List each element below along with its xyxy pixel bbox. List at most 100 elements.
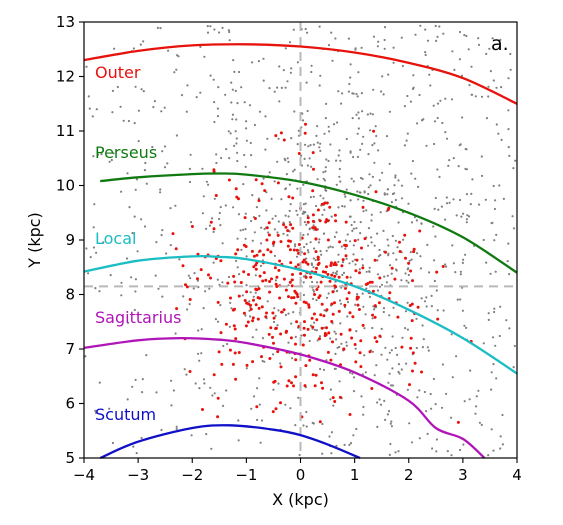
- red-point: [234, 252, 238, 256]
- red-point: [290, 381, 293, 385]
- gray-point: [252, 295, 255, 298]
- gray-point: [401, 336, 404, 339]
- red-point: [185, 285, 189, 289]
- gray-point: [355, 113, 358, 116]
- gray-point: [325, 249, 328, 252]
- gray-point: [300, 154, 303, 157]
- gray-point: [339, 180, 342, 183]
- gray-point: [400, 36, 403, 39]
- gray-point: [391, 367, 394, 370]
- gray-point: [232, 59, 235, 62]
- gray-point: [292, 311, 295, 314]
- red-point: [309, 275, 313, 279]
- gray-point: [235, 137, 238, 140]
- gray-point: [451, 244, 454, 247]
- gray-point: [127, 321, 130, 324]
- red-point: [325, 326, 328, 330]
- gray-point: [274, 214, 277, 218]
- gray-point: [338, 380, 341, 383]
- gray-point: [229, 301, 232, 304]
- gray-point: [286, 80, 289, 83]
- gray-point: [180, 94, 184, 97]
- gray-point: [273, 180, 276, 183]
- gray-point: [327, 159, 330, 163]
- red-point: [287, 239, 291, 243]
- gray-point: [404, 327, 407, 330]
- gray-point: [108, 407, 111, 410]
- gray-point: [338, 299, 342, 302]
- gray-point: [421, 346, 424, 349]
- gray-point: [459, 273, 462, 276]
- gray-point: [141, 378, 144, 381]
- gray-point: [202, 378, 206, 381]
- gray-point: [301, 119, 305, 122]
- sagittarius-arm-curve: [83, 336, 486, 459]
- red-point: [409, 336, 413, 340]
- gray-point: [507, 242, 510, 245]
- red-point: [320, 381, 323, 385]
- gray-point: [175, 427, 178, 430]
- red-point: [359, 339, 363, 343]
- gray-point: [203, 382, 206, 385]
- gray-point: [190, 221, 193, 224]
- gray-point: [491, 336, 495, 339]
- gray-point: [231, 88, 234, 91]
- gray-point: [337, 90, 340, 93]
- gray-point: [304, 143, 307, 146]
- gray-point: [264, 115, 267, 118]
- red-point: [345, 297, 349, 301]
- gray-point: [186, 84, 189, 87]
- gray-point: [372, 88, 375, 91]
- gray-point: [338, 149, 341, 152]
- gray-point: [338, 345, 341, 349]
- gray-point: [322, 197, 325, 200]
- gray-point: [446, 202, 449, 205]
- gray-point: [367, 192, 370, 196]
- y-tick-label: 9: [65, 231, 75, 249]
- gray-point: [268, 171, 271, 174]
- gray-point: [460, 215, 463, 218]
- red-point: [331, 396, 335, 400]
- gray-point: [421, 324, 424, 327]
- red-point: [311, 189, 315, 193]
- red-point: [311, 325, 315, 329]
- gray-point: [313, 328, 317, 331]
- gray-point: [487, 85, 490, 88]
- gray-point: [435, 438, 438, 441]
- red-point: [354, 269, 358, 273]
- gray-point: [384, 418, 387, 421]
- red-point: [250, 249, 254, 253]
- gray-point: [334, 37, 337, 40]
- gray-point: [386, 238, 389, 241]
- gray-point: [372, 35, 376, 38]
- red-point: [236, 248, 240, 252]
- red-point: [297, 243, 301, 246]
- gray-point: [170, 404, 173, 407]
- gray-point: [313, 247, 316, 250]
- red-point: [242, 243, 246, 247]
- gray-point: [273, 307, 276, 310]
- gray-point: [319, 74, 322, 77]
- gray-point: [458, 30, 462, 34]
- gray-point: [244, 237, 247, 240]
- gray-point: [359, 221, 362, 224]
- gray-point: [330, 31, 333, 34]
- gray-point: [356, 132, 359, 135]
- gray-point: [192, 287, 195, 290]
- red-point: [329, 261, 333, 265]
- gray-point: [303, 245, 306, 249]
- red-point: [325, 201, 329, 205]
- y-tick-label: 7: [65, 340, 75, 358]
- gray-point: [325, 158, 328, 161]
- gray-point: [245, 139, 248, 142]
- gray-point: [466, 214, 469, 217]
- red-point: [373, 304, 377, 308]
- y-tick-label: 13: [56, 13, 75, 31]
- y-tick-label: 5: [65, 449, 75, 467]
- gray-point: [306, 233, 309, 236]
- gray-point: [258, 110, 262, 113]
- gray-point: [315, 299, 318, 302]
- gray-point: [293, 110, 296, 113]
- gray-point: [373, 374, 376, 377]
